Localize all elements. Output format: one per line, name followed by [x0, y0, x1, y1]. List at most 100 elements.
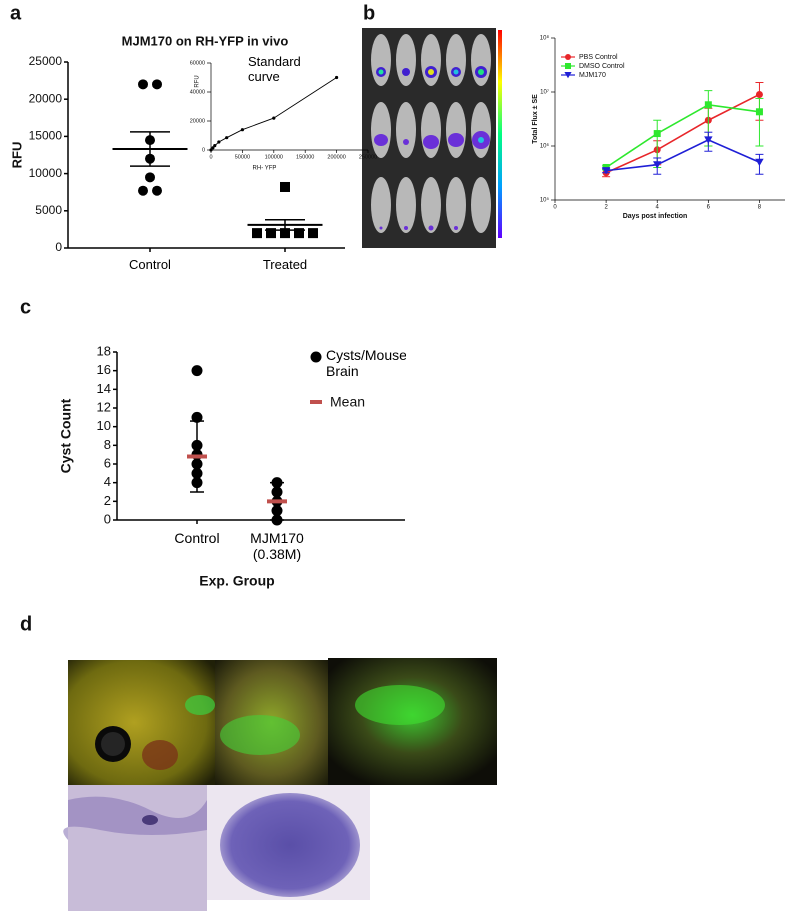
y-tick-label: 60000: [190, 60, 205, 66]
marker: [152, 79, 162, 90]
mouse-imaging: [362, 28, 502, 248]
marker: [272, 116, 276, 120]
x-tick-label: 250000: [359, 154, 377, 160]
x-tick-label: Control: [129, 258, 171, 272]
x-tick-label: 50000: [235, 154, 250, 160]
y-tick-label: 15000: [29, 129, 63, 143]
x-axis-label: Days post infection: [623, 213, 688, 220]
marker: [308, 228, 318, 239]
line: [605, 93, 760, 174]
marker: [755, 108, 763, 116]
y-tick-label: 10⁵: [540, 197, 550, 204]
marker: [138, 79, 148, 90]
y-tick-label: 4: [104, 474, 111, 489]
x-tick-label: Control: [174, 530, 220, 546]
x-axis-label: Exp. Group: [199, 573, 274, 589]
marker: [213, 144, 217, 148]
marker: [138, 185, 148, 196]
marker: [704, 101, 712, 109]
marker: [601, 167, 611, 175]
marker: [755, 90, 763, 98]
y-axis-label: Cyst Count: [58, 398, 74, 473]
legend-label-box: Cysts/Mouse Brain: [326, 347, 406, 380]
marker: [240, 128, 244, 132]
x-axis-label: RH- YFP: [253, 166, 277, 172]
x-tick-label-box: Treated: [262, 258, 308, 272]
marker: [217, 140, 221, 144]
marker: [252, 228, 262, 239]
y-tick-label: 2: [104, 493, 111, 508]
marker: [704, 136, 713, 144]
line: [605, 103, 760, 169]
x-tick-label-box: MJM170 (0.38M): [250, 530, 304, 563]
x-tick-label-box: Control: [129, 258, 171, 272]
marker: [191, 411, 203, 423]
y-tick-label: 20000: [29, 91, 63, 105]
y-tick-label: 12: [97, 399, 111, 414]
marker: [225, 136, 229, 140]
annotation: Standard curve: [248, 55, 301, 84]
y-tick-label: 18: [97, 343, 111, 358]
legend-label: DMSO Control: [579, 63, 625, 70]
x-tick-label: 6: [707, 205, 711, 211]
annotation-box: Standard curve: [248, 55, 301, 84]
y-tick-label: 10000: [29, 166, 63, 180]
legend-marker: [565, 63, 571, 69]
marker: [266, 228, 276, 239]
legend-label: PBS Control: [579, 54, 618, 61]
marker: [335, 75, 339, 80]
chart-title: MJM170 on RH-YFP in vivo: [122, 33, 289, 48]
y-tick-label: 0: [55, 240, 62, 254]
marker: [191, 365, 203, 377]
y-tick-label: 20000: [190, 118, 205, 124]
y-tick-label: 10⁷: [540, 89, 549, 96]
y-tick-label: 16: [97, 362, 111, 377]
y-tick-label: 25000: [29, 54, 63, 68]
marker: [755, 158, 764, 167]
marker: [152, 185, 162, 196]
y-axis-label: RFU: [195, 75, 201, 87]
panel-label: a: [10, 2, 22, 24]
y-tick-label: 8: [104, 437, 111, 452]
marker: [280, 181, 290, 192]
x-tick-label: 100000: [265, 154, 283, 160]
y-tick-label: 10: [97, 418, 111, 433]
x-tick-label: 2: [604, 205, 608, 211]
legend-label: Cysts/Mouse Brain: [326, 347, 406, 380]
panel-label: c: [20, 296, 31, 318]
x-tick-label: 200000: [327, 154, 345, 160]
legend-marker: [564, 72, 572, 79]
line: [606, 138, 760, 172]
legend-marker: [310, 351, 322, 363]
y-tick-label: 0: [202, 147, 205, 153]
panel-label: d: [20, 613, 32, 635]
marker: [653, 161, 662, 169]
y-tick-label: 6: [104, 455, 111, 470]
marker: [653, 130, 661, 138]
y-tick-label: 10⁶: [540, 143, 550, 150]
x-tick-label: Treated: [262, 258, 308, 272]
fish-images: [63, 658, 497, 911]
y-tick-label: 40000: [190, 89, 205, 95]
legend-marker: [565, 54, 571, 60]
x-tick-label: 8: [758, 205, 762, 211]
marker: [280, 228, 290, 239]
marker: [294, 228, 304, 239]
y-tick-label: 14: [97, 381, 111, 396]
y-axis-label: RFU: [9, 142, 24, 169]
marker: [145, 172, 155, 183]
x-tick-label-box: Control: [174, 530, 220, 546]
x-tick-label: 0: [209, 154, 212, 160]
marker: [211, 146, 215, 150]
x-tick-label: 4: [656, 205, 660, 211]
y-tick-label: 5000: [35, 203, 62, 217]
y-tick-label: 0: [104, 511, 111, 526]
x-tick-label: MJM170 (0.38M): [250, 530, 304, 563]
y-tick-label: 10⁸: [540, 35, 550, 42]
x-tick-label: 150000: [296, 154, 314, 160]
y-axis-label: Total Flux ± SE: [532, 94, 539, 144]
x-tick-label: 0: [553, 205, 557, 211]
marker: [209, 148, 213, 152]
